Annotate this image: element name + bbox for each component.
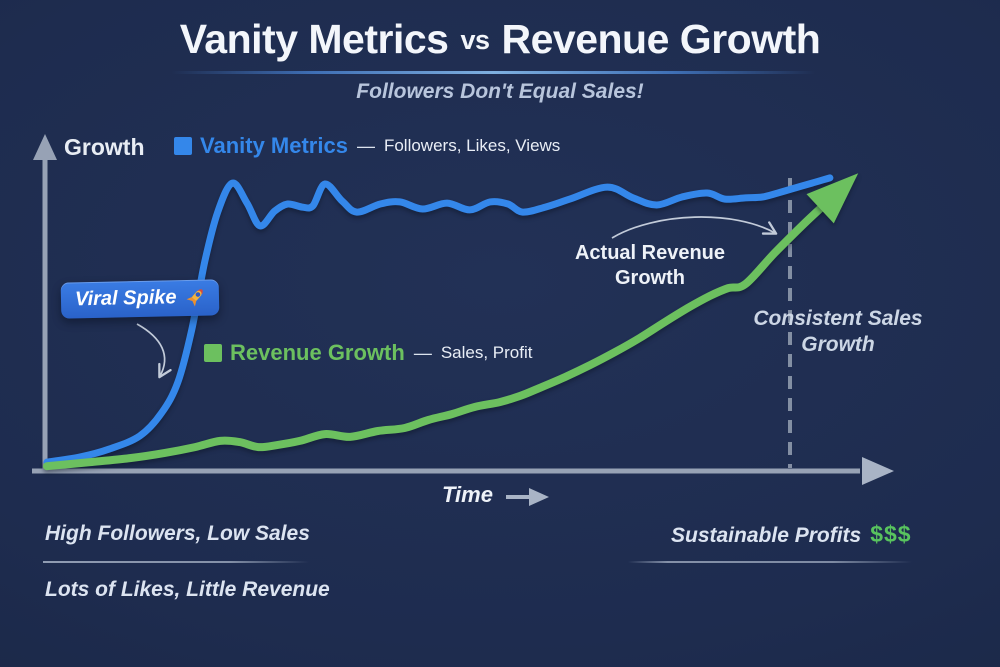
consistent-sales-annotation: Consistent Sales Growth: [753, 307, 923, 356]
footer-left-divider: [43, 561, 309, 563]
legend-separator: —: [356, 135, 375, 156]
revenue-growth-arrowhead-icon: [806, 173, 859, 224]
vanity-metrics-desc: Followers, Likes, Views: [383, 136, 561, 155]
footer-sustainable-profits: Sustainable Profits $$$: [671, 521, 912, 548]
footer-lots-of-likes: Lots of Likes, Little Revenue: [45, 578, 330, 601]
revenue-growth-swatch: [204, 344, 222, 362]
x-axis-label: Time: [442, 482, 493, 507]
legend-separator: —: [413, 342, 432, 363]
revenue-growth-label: Revenue Growth: [230, 340, 405, 365]
title-right: Revenue Growth: [501, 16, 821, 62]
rocket-icon: [186, 289, 203, 307]
viral-spike-badge: Viral Spike: [60, 279, 219, 319]
vanity-metrics-swatch: [174, 137, 192, 155]
revenue-growth-line: [43, 191, 839, 471]
viral-spike-pointer-arrow-icon: [136, 323, 172, 379]
actual-revenue-annotation: Actual Revenue Growth: [574, 242, 726, 289]
page-title: Vanity Metrics vs Revenue Growth: [0, 16, 1000, 63]
subtitle: Followers Don't Equal Sales!: [356, 80, 644, 103]
dollar-signs: $$$: [870, 521, 912, 547]
y-axis-arrowhead-icon: [33, 134, 57, 160]
revenue-growth-desc: Sales, Profit: [440, 343, 533, 362]
title-vs: vs: [460, 25, 490, 55]
legend-revenue-growth: Revenue Growth — Sales, Profit: [204, 340, 532, 366]
y-axis-label: Growth: [64, 134, 145, 160]
time-arrowhead-icon: [529, 488, 549, 506]
data-series-layer: [43, 173, 859, 471]
footer-high-followers: High Followers, Low Sales: [45, 522, 310, 545]
footer-right-divider: [628, 561, 912, 563]
sustainable-profits-text: Sustainable Profits: [671, 524, 862, 547]
x-axis-arrowhead-icon: [862, 457, 894, 485]
title-left: Vanity Metrics: [179, 16, 449, 62]
legend-vanity-metrics: Vanity Metrics — Followers, Likes, Views: [174, 133, 560, 159]
viral-spike-text: Viral Spike: [74, 285, 177, 310]
actual-revenue-pointer-arrow-icon: [611, 216, 778, 239]
vanity-metrics-label: Vanity Metrics: [200, 133, 348, 158]
title-divider: [172, 71, 815, 74]
